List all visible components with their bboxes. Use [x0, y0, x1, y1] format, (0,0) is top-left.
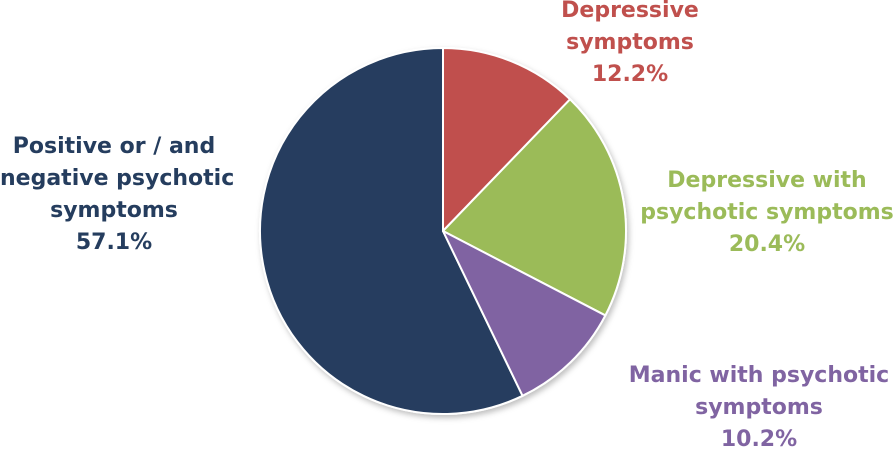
slice-label-line: symptoms: [695, 395, 823, 420]
pie-slice-depressive: [442, 47, 572, 232]
slice-label-line: Depressive with: [667, 168, 867, 193]
slice-value-label: 20.4%: [728, 232, 806, 257]
slice-value-label: 10.2%: [720, 427, 798, 452]
slice-label-line: psychotic symptoms: [640, 200, 894, 225]
pie-slices: [259, 47, 627, 415]
slice-label-line: symptoms: [566, 30, 694, 55]
slice-value-label: 12.2%: [591, 62, 669, 87]
slice-label-line: negative psychotic: [0, 166, 235, 191]
pie-slice-positive-negative-psychotic: [259, 47, 524, 415]
slice-value-label: 57.1%: [75, 230, 153, 255]
slice-label-line: Depressive: [561, 0, 699, 23]
pie-slice-depressive-psychotic: [442, 98, 627, 317]
slice-label-manic-psychotic: Manic with psychotic symptoms 10.2%: [624, 360, 894, 456]
pie-slice-manic-psychotic: [442, 230, 607, 397]
slice-label-line: Manic with psychotic: [628, 363, 890, 388]
slice-label-depressive: Depressive symptoms 12.2%: [520, 0, 740, 91]
slice-label-positive-negative-psychotic: Positive or / and negative psychotic sym…: [0, 131, 235, 259]
slice-label-depressive-psychotic: Depressive with psychotic symptoms 20.4%: [640, 165, 894, 261]
slice-label-line: symptoms: [50, 198, 178, 223]
slice-label-line: Positive or / and: [12, 134, 216, 159]
